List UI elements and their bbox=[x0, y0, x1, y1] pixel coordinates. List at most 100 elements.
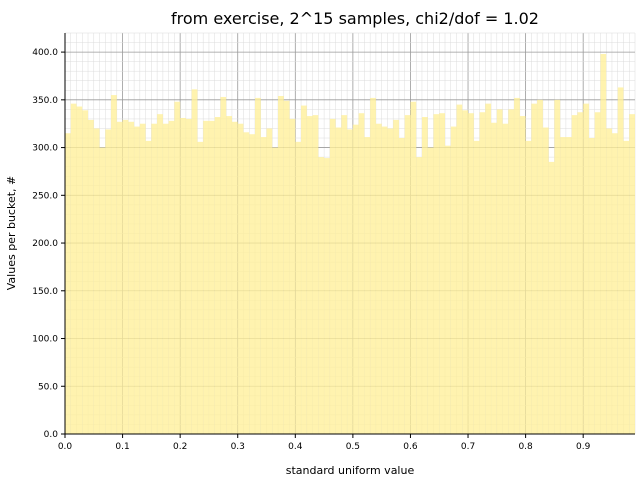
histogram-bar bbox=[525, 140, 532, 434]
histogram-bar bbox=[462, 110, 469, 434]
x-tick-label: 0.9 bbox=[576, 442, 591, 452]
histogram-bar bbox=[295, 141, 302, 435]
x-tick-label: 0.8 bbox=[518, 442, 533, 452]
x-axis-label: standard uniform value bbox=[286, 464, 415, 477]
histogram-bar bbox=[439, 113, 445, 434]
histogram-bar bbox=[468, 113, 474, 434]
histogram-bar bbox=[272, 147, 279, 435]
histogram-bar bbox=[191, 89, 198, 434]
histogram-bar bbox=[560, 137, 566, 435]
histogram-bar bbox=[542, 127, 549, 435]
y-tick-label: 100.0 bbox=[32, 335, 58, 345]
histogram-bar bbox=[623, 140, 630, 434]
histogram-bar bbox=[404, 115, 411, 434]
histogram-bar bbox=[606, 128, 612, 434]
histogram-bar bbox=[485, 103, 492, 435]
x-tick-label: 0.4 bbox=[288, 442, 303, 452]
histogram-bar bbox=[410, 101, 417, 434]
histogram-bar bbox=[139, 123, 146, 434]
histogram-bar bbox=[352, 124, 359, 435]
histogram-bar bbox=[427, 147, 434, 435]
histogram-bar bbox=[594, 112, 601, 434]
histogram-bar bbox=[375, 123, 382, 434]
x-tick-label: 0.2 bbox=[173, 442, 187, 452]
histogram-bar bbox=[174, 101, 181, 434]
histogram-bar bbox=[588, 138, 595, 434]
x-tick-label: 0.0 bbox=[58, 442, 73, 452]
histogram-bar bbox=[260, 137, 267, 435]
histogram-bar bbox=[157, 114, 163, 435]
x-tick-label: 0.6 bbox=[403, 442, 418, 452]
histogram-bar bbox=[571, 115, 578, 434]
y-tick-label: 0.0 bbox=[44, 430, 59, 440]
histogram-bar bbox=[381, 126, 388, 435]
histogram-bar bbox=[370, 97, 376, 434]
y-tick-label: 250.0 bbox=[32, 191, 58, 201]
histogram-bar bbox=[565, 137, 572, 435]
histogram-bar bbox=[577, 112, 584, 434]
histogram-bar bbox=[226, 116, 232, 435]
histogram-bar bbox=[514, 97, 520, 434]
histogram-bar bbox=[197, 141, 204, 435]
histogram-bar bbox=[450, 126, 457, 435]
histogram-bar bbox=[231, 121, 238, 435]
histogram-bar bbox=[88, 119, 94, 434]
histogram-bar bbox=[243, 132, 250, 435]
x-tick-label: 0.1 bbox=[115, 442, 129, 452]
histogram-bar bbox=[249, 134, 255, 434]
histogram-bar bbox=[93, 128, 100, 434]
y-tick-label: 150.0 bbox=[32, 287, 58, 297]
histogram-bar bbox=[82, 110, 89, 434]
histogram-bar bbox=[554, 99, 561, 434]
histogram-bar bbox=[324, 158, 330, 435]
histogram-bar bbox=[185, 118, 192, 434]
y-tick-label: 400.0 bbox=[32, 48, 58, 58]
histogram-bar bbox=[306, 116, 313, 435]
y-tick-label: 50.0 bbox=[38, 382, 58, 392]
histogram-bar bbox=[491, 122, 497, 434]
x-tick-label: 0.5 bbox=[346, 442, 360, 452]
histogram-bar bbox=[456, 104, 463, 434]
histogram-bar bbox=[283, 100, 290, 435]
histogram-bar bbox=[531, 103, 538, 435]
histogram-bar bbox=[364, 137, 371, 435]
histogram-bar bbox=[335, 127, 342, 435]
x-tick-label: 0.7 bbox=[461, 442, 475, 452]
histogram-bar bbox=[358, 113, 365, 434]
histogram-bar bbox=[617, 87, 624, 435]
histogram-bar bbox=[208, 120, 215, 434]
histogram-bar bbox=[151, 123, 158, 434]
histogram-bar bbox=[145, 140, 152, 434]
histogram-bar bbox=[134, 126, 140, 435]
histogram-bar bbox=[583, 103, 589, 435]
histogram-bar bbox=[65, 133, 71, 434]
histogram-bar bbox=[312, 115, 319, 434]
histogram-bar bbox=[548, 161, 555, 434]
y-axis-label: Values per bucket, # bbox=[5, 176, 18, 290]
histogram-bar bbox=[237, 123, 244, 434]
histogram-bar bbox=[611, 133, 618, 434]
histogram-bar bbox=[278, 96, 284, 434]
histogram-bar bbox=[393, 119, 399, 434]
histogram-bar bbox=[398, 138, 405, 434]
histogram-bar bbox=[301, 105, 307, 435]
histogram-bar bbox=[116, 121, 123, 435]
histogram-bar bbox=[122, 119, 129, 434]
histogram-bar bbox=[99, 147, 106, 435]
histogram-bar bbox=[255, 97, 261, 434]
histogram-bar bbox=[168, 120, 175, 434]
histogram-bar bbox=[600, 54, 607, 434]
histogram-bar bbox=[341, 115, 348, 434]
histogram-bar bbox=[508, 109, 515, 434]
histogram-bar bbox=[76, 106, 83, 435]
histogram-bar bbox=[479, 112, 486, 434]
chart-title: from exercise, 2^15 samples, chi2/dof = … bbox=[171, 9, 539, 28]
histogram-bar bbox=[387, 128, 394, 434]
histogram-bar bbox=[329, 118, 336, 434]
y-tick-label: 200.0 bbox=[32, 239, 58, 249]
histogram-bar bbox=[421, 117, 428, 435]
histogram-bar bbox=[105, 129, 112, 434]
histogram-bar bbox=[111, 95, 117, 435]
y-tick-label: 300.0 bbox=[32, 144, 58, 154]
